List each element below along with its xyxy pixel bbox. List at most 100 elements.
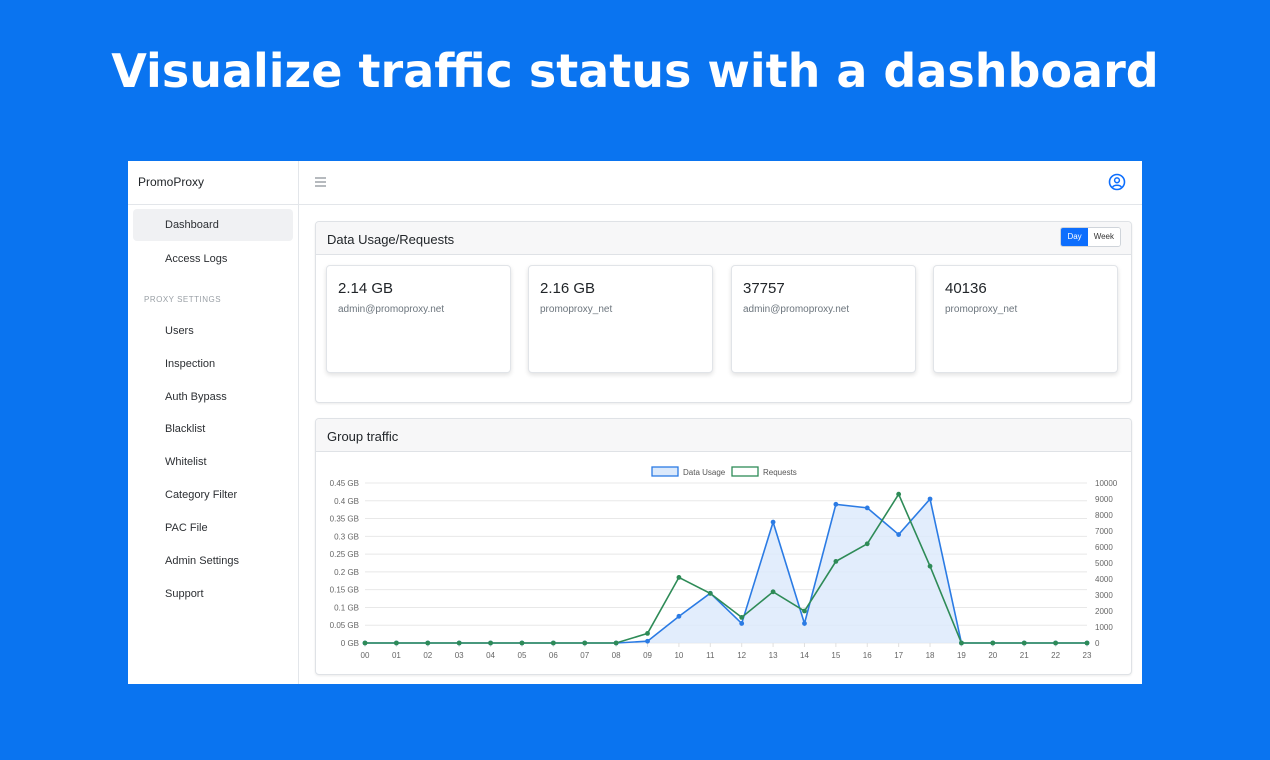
y-right-tick-label: 6000 xyxy=(1095,543,1113,552)
y-right-tick-label: 7000 xyxy=(1095,527,1113,536)
x-tick-label: 11 xyxy=(706,651,715,660)
menu-icon[interactable] xyxy=(315,176,327,188)
y-right-tick-label: 2000 xyxy=(1095,607,1113,616)
data-point xyxy=(550,640,556,646)
y-left-tick-label: 0.05 GB xyxy=(330,621,359,630)
data-point xyxy=(896,532,902,537)
x-tick-label: 17 xyxy=(894,651,903,660)
legend-label: Data Usage xyxy=(683,468,726,477)
stat-label: admin@promoproxy.net xyxy=(338,304,445,315)
sidebar-item-access-logs[interactable]: Access Logs xyxy=(165,253,228,265)
hero-title: Visualize traffic status with a dashboar… xyxy=(111,44,1159,98)
x-tick-label: 09 xyxy=(643,651,652,660)
x-tick-label: 20 xyxy=(988,651,997,660)
data-point xyxy=(990,640,996,646)
data-point xyxy=(739,621,745,626)
data-point xyxy=(927,563,933,569)
y-left-tick-label: 0.2 GB xyxy=(334,568,359,577)
data-point xyxy=(582,640,588,646)
stat-label: admin@promoproxy.net xyxy=(743,304,850,315)
data-point xyxy=(927,496,933,502)
sidebar-item-pac-file[interactable]: PAC File xyxy=(165,522,208,534)
sidebar-item-admin-settings[interactable]: Admin Settings xyxy=(165,555,239,567)
data-point xyxy=(676,575,682,580)
app-window: PromoProxy Dashboard Access Logs PROXY S… xyxy=(128,161,1142,684)
y-right-tick-label: 9000 xyxy=(1095,495,1113,504)
data-point xyxy=(645,631,650,636)
sidebar-item-whitelist[interactable]: Whitelist xyxy=(165,456,207,468)
sidebar-item-blacklist[interactable]: Blacklist xyxy=(165,423,206,435)
sidebar-item-category-filter[interactable]: Category Filter xyxy=(165,489,238,501)
series-line xyxy=(365,492,1087,644)
y-right-tick-label: 0 xyxy=(1095,639,1100,648)
top-bar xyxy=(299,161,1142,205)
traffic-chart: 0 GB 0.05 GB 0.1 GB 0.15 GB 0.2 GB 0.25 GB 0.3… xyxy=(330,466,1118,660)
y-left-tick-label: 0.25 GB xyxy=(330,550,359,559)
data-point xyxy=(770,519,776,525)
data-point xyxy=(896,491,902,497)
x-tick-label: 21 xyxy=(1020,651,1029,660)
user-circle-icon[interactable] xyxy=(1108,173,1126,191)
week-button[interactable]: Week xyxy=(1087,228,1120,246)
data-point xyxy=(393,640,399,646)
data-point xyxy=(613,640,619,646)
x-tick-label: 19 xyxy=(957,651,966,660)
x-tick-label: 04 xyxy=(486,651,495,660)
y-left-tick-label: 0.4 GB xyxy=(334,497,359,506)
data-point xyxy=(770,589,776,595)
data-point xyxy=(802,608,807,614)
x-tick-label: 05 xyxy=(518,651,527,660)
stat-card: 2.14 GB admin@promoproxy.net xyxy=(326,265,511,373)
data-point xyxy=(519,640,525,646)
sidebar-item-inspection[interactable]: Inspection xyxy=(165,358,216,370)
x-tick-label: 16 xyxy=(863,651,872,660)
y-left-tick-label: 0.3 GB xyxy=(334,532,359,541)
x-tick-label: 13 xyxy=(769,651,778,660)
x-tick-label: 02 xyxy=(423,651,432,660)
stat-value: 37757 xyxy=(743,280,785,297)
stat-label: promoproxy_net xyxy=(540,304,613,315)
data-point xyxy=(1021,640,1027,646)
sidebar-item-support[interactable]: Support xyxy=(165,588,204,600)
data-point xyxy=(864,505,870,511)
data-point xyxy=(456,640,462,646)
stat-card: 40136 promoproxy_net xyxy=(933,265,1118,373)
data-point xyxy=(739,615,745,620)
day-button[interactable]: Day xyxy=(1061,228,1088,246)
data-point xyxy=(802,621,807,626)
x-tick-label: 14 xyxy=(800,651,809,660)
y-right-tick-label: 10000 xyxy=(1095,479,1118,488)
data-point xyxy=(362,640,368,646)
brand-name[interactable]: PromoProxy xyxy=(128,161,298,205)
sidebar-item-users[interactable]: Users xyxy=(165,325,194,337)
sidebar: PromoProxy Dashboard Access Logs PROXY S… xyxy=(128,161,299,684)
data-point xyxy=(425,640,431,646)
x-tick-label: 01 xyxy=(392,651,401,660)
sidebar-item-dashboard[interactable]: Dashboard xyxy=(133,209,293,241)
usage-card: Data Usage/Requests Day Week 2.14 GB adm… xyxy=(315,221,1132,403)
x-tick-label: 07 xyxy=(580,651,589,660)
period-toggle: Day Week xyxy=(1060,227,1121,247)
x-tick-label: 10 xyxy=(674,651,683,660)
series-area xyxy=(365,499,1087,643)
sidebar-item-auth-bypass[interactable]: Auth Bypass xyxy=(165,391,227,403)
stat-card: 37757 admin@promoproxy.net xyxy=(731,265,916,373)
legend-label: Requests xyxy=(763,468,797,477)
x-tick-label: 23 xyxy=(1083,651,1092,660)
stat-label: promoproxy_net xyxy=(945,304,1018,315)
data-point xyxy=(707,591,713,596)
legend-swatch xyxy=(731,466,759,477)
data-point xyxy=(833,501,839,507)
x-tick-label: 18 xyxy=(926,651,935,660)
traffic-card-title: Group traffic xyxy=(316,419,1131,452)
x-tick-label: 12 xyxy=(737,651,746,660)
data-point xyxy=(1084,640,1090,646)
stat-value: 2.16 GB xyxy=(540,280,596,297)
y-left-tick-label: 0.45 GB xyxy=(330,479,359,488)
data-point xyxy=(864,541,870,547)
x-tick-label: 00 xyxy=(361,651,370,660)
traffic-card: Group traffic 0 GB 0.05 GB 0.1 GB 0.15 GB 0.… xyxy=(315,418,1132,675)
usage-card-title: Data Usage/Requests xyxy=(316,222,1131,255)
data-point xyxy=(645,638,650,644)
stat-value: 2.14 GB xyxy=(338,280,394,297)
